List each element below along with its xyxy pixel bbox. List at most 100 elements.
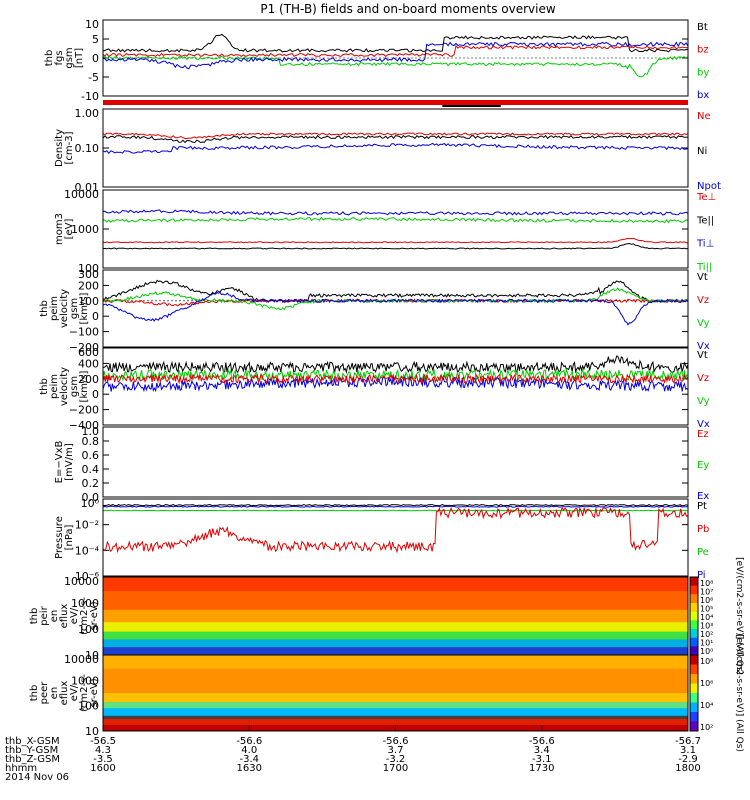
x-axis-date: 2014 Nov 06 xyxy=(5,772,69,783)
legend-entry: Pt xyxy=(697,501,707,512)
legend-entry: Vt xyxy=(697,272,708,283)
bt-trace xyxy=(102,33,689,53)
y-tick-label: 0.4 xyxy=(82,463,100,476)
colorbar-segment xyxy=(690,683,698,694)
y-tick-label: 10000 xyxy=(64,188,99,201)
colorbar-tick-label: 10⁶ xyxy=(700,596,713,605)
y-tick-label: -5 xyxy=(88,71,99,84)
spectrogram-band xyxy=(103,609,688,623)
x-axis-value: 1630 xyxy=(237,763,262,774)
x-axis-value: -56.5 xyxy=(90,736,116,747)
y-tick-label: 1000 xyxy=(71,597,99,610)
y-axis-label: thbfgsgsm[nT] xyxy=(44,47,85,68)
panel-frame xyxy=(102,269,689,348)
x-axis-value: -3.1 xyxy=(532,754,552,765)
legend-entry: Npot xyxy=(697,181,721,192)
by-trace xyxy=(102,55,689,78)
bz-trace xyxy=(102,44,689,58)
spectrogram-band xyxy=(103,622,688,633)
spectrogram-band xyxy=(103,693,688,703)
colorbar-segment xyxy=(690,712,698,722)
vz-trace xyxy=(102,373,689,385)
y-tick-label: −100 xyxy=(69,326,99,339)
colorbar-tick-label: 10⁴ xyxy=(700,701,713,710)
y-tick-label: 0.0 xyxy=(82,491,100,504)
colorbar-segment xyxy=(690,603,698,613)
y-tick-label: 10⁻⁴ xyxy=(75,544,100,557)
vt-trace xyxy=(102,355,689,374)
x-axis-value: 1600 xyxy=(90,763,115,774)
colorbar-tick-label: 10² xyxy=(700,630,713,639)
spectrogram-band xyxy=(103,639,688,648)
colorbar-tick-label: 10⁴ xyxy=(700,613,713,622)
colorbar-segment xyxy=(690,637,698,647)
y-tick-label: 0.6 xyxy=(82,449,100,462)
y-axis-label: thbpeirenefluxeV/(cm2-s-sr-eV) xyxy=(29,597,100,635)
colorbar-tick-label: 10⁸ xyxy=(700,579,713,588)
colorbar-segment xyxy=(690,577,698,587)
legend-entry: by xyxy=(697,67,709,78)
y-tick-label: −200 xyxy=(69,404,99,417)
spectrogram-band xyxy=(103,591,688,611)
y-axis-label: Pressure[nPa] xyxy=(54,516,75,559)
ne-trace xyxy=(102,132,689,139)
colorbar-tick-label: 10² xyxy=(700,723,713,732)
legend-entry: Pi xyxy=(697,570,706,581)
spectrogram-band xyxy=(103,718,688,726)
legend-entry: Pe xyxy=(697,547,709,558)
colorbar-label: [eV/(cm2-s-sr-eV)] (All Qs) xyxy=(734,634,744,752)
y-tick-label: 10 xyxy=(85,649,99,662)
x-axis-value: -56.6 xyxy=(529,736,555,747)
x-axis-value: 4.0 xyxy=(241,745,257,756)
colorbar-frame xyxy=(689,654,699,732)
y-tick-label: 10⁻⁶ xyxy=(75,570,100,583)
panel-frame xyxy=(102,108,689,188)
plot-title: P1 (TH-B) fields and on-board moments ov… xyxy=(260,2,556,16)
x-axis-value: -56.6 xyxy=(383,736,409,747)
y-tick-label: 10⁰ xyxy=(81,497,100,510)
y-tick-label: −400 xyxy=(69,419,99,432)
colorbar-segment xyxy=(690,702,698,713)
colorbar-segment xyxy=(690,585,698,595)
x-axis-value: 3.7 xyxy=(388,745,404,756)
y-tick-label: 0.10 xyxy=(75,142,100,155)
colorbar-tick-label: 10⁵ xyxy=(700,605,713,614)
colorbar-segment xyxy=(690,646,698,656)
legend-entry: Ex xyxy=(697,491,709,502)
y-tick-label: 1000 xyxy=(71,223,99,236)
y-tick-label: 0.8 xyxy=(82,435,100,448)
spectrogram-band xyxy=(103,708,688,717)
y-tick-label: 100 xyxy=(78,623,99,636)
colorbar-tick-label: 10⁷ xyxy=(700,588,713,597)
colorbar-segment xyxy=(690,611,698,621)
x-axis-row-label: thb_Z-GSM xyxy=(5,754,60,765)
x-axis-value: -3.4 xyxy=(239,754,259,765)
colorbar-tick-label: 10³ xyxy=(700,622,713,631)
legend-entry: Ti|| xyxy=(696,262,712,273)
spectrogram-band xyxy=(103,702,688,709)
spectrogram-band xyxy=(103,577,688,592)
y-tick-label: 100 xyxy=(78,262,99,275)
legend-entry: Ey xyxy=(697,460,709,471)
y-axis-label: thbpeerenefluxeV/(cm2-s-sr-eV) xyxy=(29,674,100,712)
x-axis-value: 1800 xyxy=(675,763,700,774)
x-axis-value: -56.7 xyxy=(675,736,701,747)
y-tick-label: 10 xyxy=(85,725,99,738)
colorbar-segment xyxy=(690,693,698,703)
y-tick-label: 1.0 xyxy=(82,425,100,438)
colorbar-segment xyxy=(690,629,698,639)
y-tick-label: 1.00 xyxy=(75,107,100,120)
y-tick-label: 300 xyxy=(78,268,99,281)
colorbar-segment xyxy=(690,721,698,732)
y-tick-label: 0 xyxy=(92,310,99,323)
legend-entry: Bt xyxy=(697,22,708,33)
legend-entry: Vx xyxy=(697,419,710,430)
y-tick-label: 0.01 xyxy=(75,181,100,194)
spectrogram-band xyxy=(103,668,688,694)
ti-par-trace xyxy=(102,216,689,224)
data-availability-bar xyxy=(103,100,688,105)
y-tick-label: 10000 xyxy=(64,653,99,666)
ti-perp-trace xyxy=(102,209,689,216)
y-axis-label: thbpeimvelocitygsm[km/s] xyxy=(39,289,90,328)
